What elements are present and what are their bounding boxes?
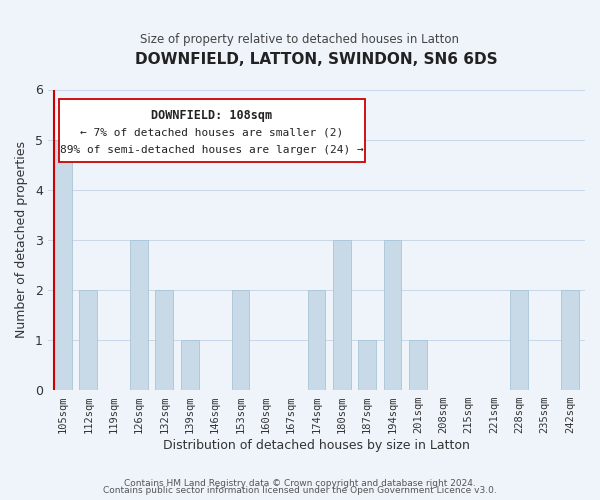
Bar — [333, 240, 350, 390]
Text: DOWNFIELD: 108sqm: DOWNFIELD: 108sqm — [151, 109, 272, 122]
Bar — [383, 240, 401, 390]
Bar — [155, 290, 173, 390]
X-axis label: Distribution of detached houses by size in Latton: Distribution of detached houses by size … — [163, 440, 470, 452]
Title: DOWNFIELD, LATTON, SWINDON, SN6 6DS: DOWNFIELD, LATTON, SWINDON, SN6 6DS — [135, 52, 498, 68]
Bar — [181, 340, 199, 390]
Bar — [79, 290, 97, 390]
Text: Contains HM Land Registry data © Crown copyright and database right 2024.: Contains HM Land Registry data © Crown c… — [124, 478, 476, 488]
Bar — [409, 340, 427, 390]
FancyBboxPatch shape — [59, 98, 365, 162]
Bar — [561, 290, 578, 390]
Text: Contains public sector information licensed under the Open Government Licence v3: Contains public sector information licen… — [103, 486, 497, 495]
Bar — [358, 340, 376, 390]
Text: ← 7% of detached houses are smaller (2): ← 7% of detached houses are smaller (2) — [80, 127, 343, 137]
Bar — [54, 140, 72, 390]
Bar — [130, 240, 148, 390]
Bar — [308, 290, 325, 390]
Text: Size of property relative to detached houses in Latton: Size of property relative to detached ho… — [140, 32, 460, 46]
Text: 89% of semi-detached houses are larger (24) →: 89% of semi-detached houses are larger (… — [60, 145, 364, 155]
Bar — [510, 290, 528, 390]
Y-axis label: Number of detached properties: Number of detached properties — [15, 142, 28, 338]
Bar — [232, 290, 249, 390]
